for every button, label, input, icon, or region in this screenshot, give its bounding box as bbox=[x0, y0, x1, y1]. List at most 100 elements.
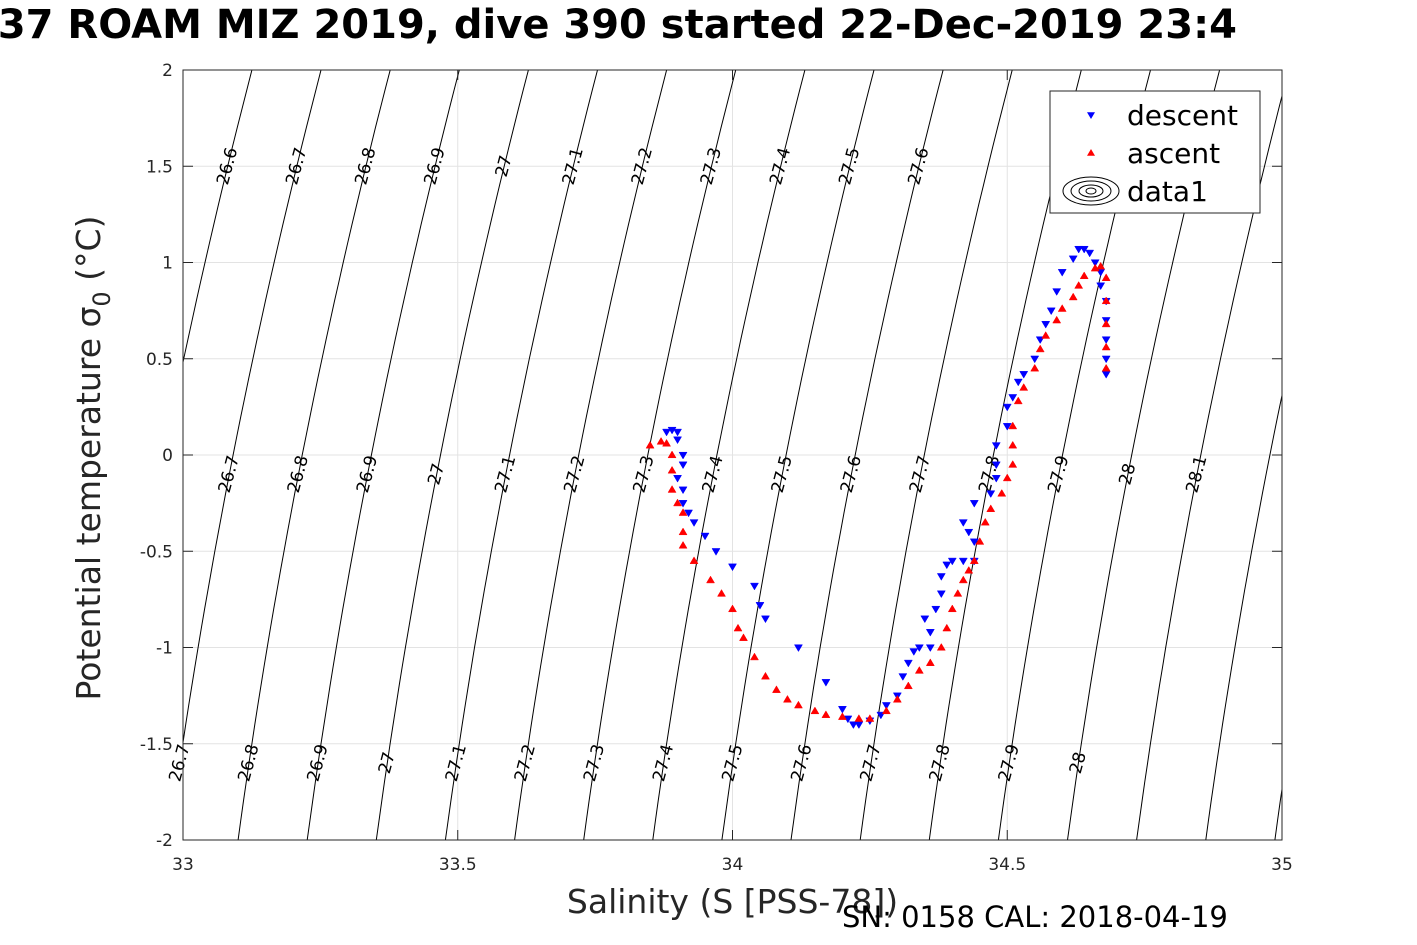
isopycnal-label: 26.9 bbox=[421, 145, 450, 187]
ascent-point bbox=[667, 465, 677, 474]
ascent-point bbox=[1002, 473, 1012, 482]
x-tick-label: 33 bbox=[172, 855, 194, 875]
ascent-point bbox=[969, 556, 979, 564]
ascent-point bbox=[733, 623, 743, 632]
isopycnal-label: 27.1 bbox=[442, 742, 471, 784]
ascent-point bbox=[914, 666, 924, 674]
isopycnal-labels: 26.6 26.7 26.8 26.9 27 27.1 27.2 27.3 27.4 27.5 27… bbox=[165, 145, 1211, 783]
descent-point bbox=[1041, 321, 1051, 329]
descent-point bbox=[673, 436, 682, 445]
isopycnal-label: 27.1 bbox=[559, 145, 588, 187]
ascent-point bbox=[986, 504, 996, 512]
legend-descent-marker bbox=[1087, 112, 1095, 119]
descent-point bbox=[678, 500, 688, 508]
ascent-point bbox=[925, 658, 935, 666]
descent-point bbox=[794, 644, 803, 652]
x-tick-label: 34 bbox=[722, 855, 744, 875]
y-tick-label: -0.5 bbox=[140, 542, 173, 562]
legend-data1-contour-icon bbox=[1062, 176, 1120, 206]
y-tick-label: -1 bbox=[156, 639, 173, 659]
ascent-point bbox=[794, 700, 803, 709]
isopycnal-label: 27.6 bbox=[837, 453, 866, 495]
descent-point bbox=[1079, 245, 1089, 254]
descent-point bbox=[689, 519, 699, 527]
isopycnal-label: 27.9 bbox=[995, 742, 1024, 784]
isopycnal-line bbox=[375, 70, 529, 840]
descent-point bbox=[914, 644, 924, 652]
ascent-point bbox=[947, 604, 957, 613]
descent-point bbox=[925, 629, 935, 637]
descent-point bbox=[881, 702, 891, 710]
isopycnal-line bbox=[514, 70, 668, 840]
descent-point bbox=[991, 475, 1001, 483]
ascent-point bbox=[980, 517, 990, 526]
isopycnal-label: 27 bbox=[424, 461, 449, 487]
ascent-point bbox=[1101, 319, 1111, 328]
ascent-point bbox=[1030, 363, 1040, 372]
descent-point bbox=[936, 590, 946, 599]
isopycnal-line bbox=[306, 70, 460, 840]
isopycnal-label: 27.8 bbox=[975, 453, 1004, 495]
isopycnal-label: 26.8 bbox=[351, 145, 380, 187]
y-tick-label: -2 bbox=[156, 831, 173, 851]
descent-point bbox=[1002, 423, 1012, 431]
y-axis-label-unit: (°C) bbox=[69, 216, 108, 292]
ascent-point bbox=[645, 440, 655, 449]
legend-contour-ring bbox=[1062, 176, 1120, 206]
descent-point bbox=[909, 648, 919, 656]
ascent-point bbox=[1019, 383, 1029, 391]
ascent-point bbox=[1101, 273, 1111, 281]
descent-point bbox=[1096, 282, 1106, 291]
descent-point bbox=[1019, 371, 1029, 379]
legend: descent ascent data1 bbox=[1049, 90, 1261, 214]
ascent-point bbox=[750, 652, 759, 661]
series-ascent bbox=[645, 261, 1111, 722]
descent-point bbox=[673, 428, 682, 437]
descent-point bbox=[750, 582, 759, 591]
descent-point bbox=[947, 557, 957, 566]
ascent-point bbox=[662, 438, 671, 447]
ascent-point bbox=[903, 681, 913, 690]
x-tick-label: 35 bbox=[1271, 855, 1293, 875]
descent-point bbox=[964, 528, 974, 537]
legend-contour-ring bbox=[1070, 180, 1112, 202]
ascent-point bbox=[1008, 421, 1018, 430]
descent-point bbox=[761, 615, 770, 624]
descent-point bbox=[903, 659, 913, 668]
legend-contour-ring bbox=[1085, 187, 1097, 195]
descent-point bbox=[958, 519, 968, 527]
descent-point bbox=[986, 490, 996, 498]
descent-point bbox=[925, 644, 935, 652]
ascent-point bbox=[854, 714, 864, 722]
isopycnal-label: 27 bbox=[492, 153, 517, 179]
descent-point bbox=[991, 461, 1001, 470]
legend-ascent-marker bbox=[1087, 149, 1095, 156]
ascent-point bbox=[881, 706, 891, 715]
isopycnal-label: 28.1 bbox=[1182, 453, 1211, 495]
ascent-point bbox=[1096, 261, 1106, 270]
isopycnal-label: 27.6 bbox=[787, 742, 816, 784]
ascent-point bbox=[1074, 281, 1084, 289]
descent-point bbox=[854, 721, 864, 729]
y-axis-label-subscript: 0 bbox=[88, 291, 116, 306]
descent-point bbox=[678, 486, 688, 495]
descent-point bbox=[931, 605, 941, 614]
y-tick-label: 1 bbox=[162, 254, 173, 274]
ascent-point bbox=[728, 604, 737, 613]
isopycnal-line bbox=[721, 70, 875, 840]
isopycnal-label: 26.7 bbox=[282, 145, 311, 187]
isopycnal-label: 27.2 bbox=[560, 453, 589, 495]
descent-point bbox=[991, 442, 1001, 450]
ascent-point bbox=[1052, 315, 1062, 324]
axis-labels: Salinity (S [PSS-78]) Potential temperatu… bbox=[69, 216, 898, 921]
ascent-point bbox=[678, 540, 688, 549]
ascent-point bbox=[1101, 363, 1111, 372]
y-axis-label-main: Potential temperature σ bbox=[69, 307, 108, 701]
footer-serial-calibration: SN: 0158 CAL: 2018-04-19 bbox=[842, 900, 1228, 934]
x-tick-label: 33.5 bbox=[439, 855, 477, 875]
ascent-point bbox=[975, 537, 985, 545]
ascent-point bbox=[678, 508, 688, 516]
ascent-point bbox=[667, 450, 677, 459]
legend-ascent-label: ascent bbox=[1127, 137, 1220, 170]
